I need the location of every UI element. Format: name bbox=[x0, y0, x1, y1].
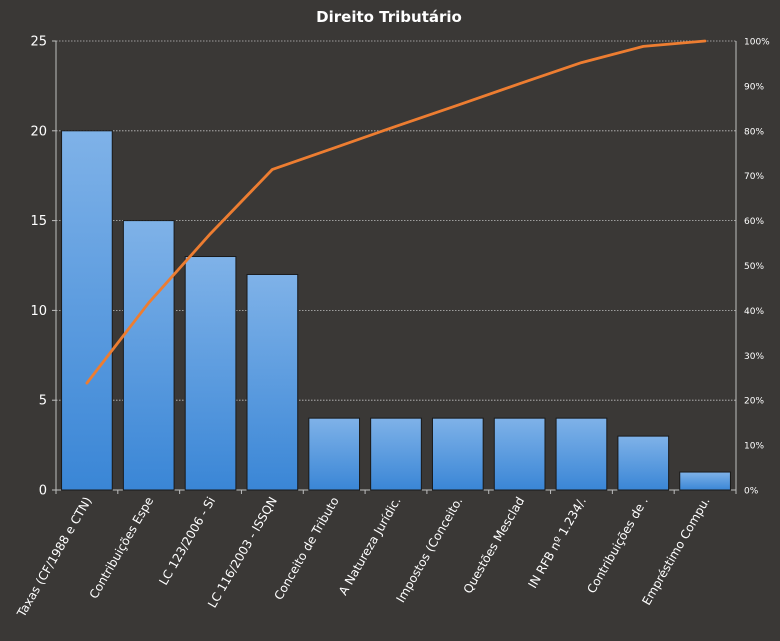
x-tick-label: LC 123/2006 - Si bbox=[156, 495, 218, 588]
y-tick-label: 10 bbox=[30, 304, 47, 319]
bar bbox=[370, 417, 422, 491]
x-tick-label: Contribuições de . bbox=[584, 495, 651, 596]
bar bbox=[493, 417, 546, 491]
y2-tick-label: 90% bbox=[744, 82, 764, 92]
bar bbox=[308, 417, 361, 491]
y-tick-label: 25 bbox=[30, 35, 47, 50]
x-tick-label: Questões Mesclad bbox=[461, 495, 528, 596]
y2-tick-label: 60% bbox=[744, 217, 764, 227]
y2-tick-label: 10% bbox=[744, 442, 764, 452]
y2-tick-label: 70% bbox=[744, 172, 764, 182]
y2-tick-label: 50% bbox=[744, 262, 764, 272]
bar bbox=[61, 130, 113, 491]
y-tick-label: 5 bbox=[39, 394, 47, 409]
bar bbox=[184, 256, 237, 491]
cumulative-percent-line bbox=[85, 39, 707, 385]
y2-tick-label: 80% bbox=[744, 127, 764, 137]
x-tick-label: A Natureza Jurídic. bbox=[336, 495, 404, 598]
x-tick-label: IN RFB nº 1.234/. bbox=[525, 495, 589, 591]
x-tick-label: Conceito de Tributo bbox=[271, 495, 341, 603]
y-tick-label: 15 bbox=[30, 214, 47, 229]
y2-tick-label: 40% bbox=[744, 307, 764, 317]
bars bbox=[61, 130, 731, 491]
y2-tick-label: 100% bbox=[744, 38, 770, 48]
bar bbox=[246, 273, 299, 491]
bar bbox=[122, 220, 175, 491]
x-tick-label: Impostos (Conceito. bbox=[394, 495, 466, 606]
y2-tick-label: 0% bbox=[744, 487, 759, 497]
x-tick-label: Contribuições Espe bbox=[87, 495, 157, 602]
x-tick-label: LC 116/2003 - ISSQN bbox=[205, 495, 280, 611]
y-tick-label: 0 bbox=[39, 484, 47, 499]
cumulative-line bbox=[85, 39, 707, 385]
bar bbox=[617, 435, 670, 491]
bar bbox=[679, 471, 731, 491]
bar bbox=[555, 417, 608, 491]
y2-tick-label: 20% bbox=[744, 397, 764, 407]
x-tick-label: Empréstimo Compu. bbox=[639, 495, 712, 608]
grid-lines bbox=[56, 40, 736, 401]
y2-tick-label: 30% bbox=[744, 352, 764, 362]
x-tick-label: Taxas (CF/1988 e CTN) bbox=[14, 495, 95, 621]
chart-title: Direito Tributário bbox=[316, 8, 462, 26]
y-tick-label: 20 bbox=[30, 124, 47, 139]
bar bbox=[431, 417, 484, 491]
